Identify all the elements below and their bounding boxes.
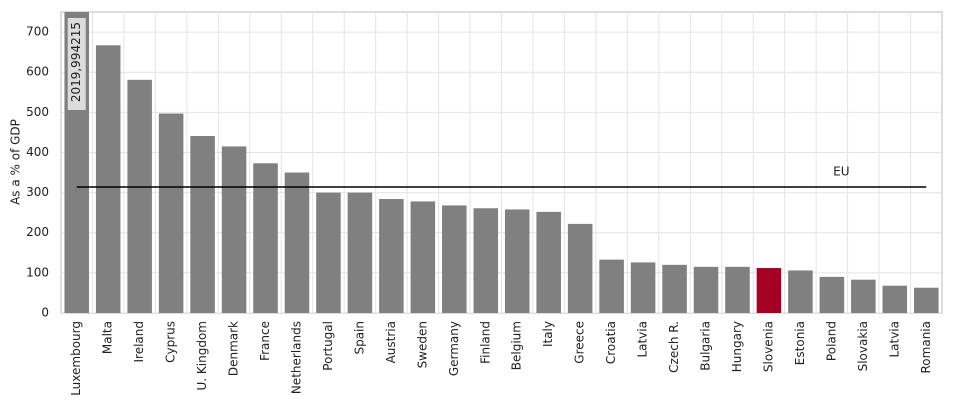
x-tick-label: Estonia xyxy=(793,321,807,365)
x-tick-label: Latvia xyxy=(887,321,901,358)
x-tick-label: Denmark xyxy=(227,321,241,376)
bar xyxy=(442,205,467,313)
plot-area xyxy=(61,12,942,313)
x-tick-label: Netherlands xyxy=(289,321,303,394)
x-tick-label: Czech R. xyxy=(667,321,681,373)
bar xyxy=(567,223,593,313)
y-axis-label: As a % of GDP xyxy=(9,119,23,205)
reference-line-label: EU xyxy=(833,164,849,178)
bar xyxy=(756,268,782,313)
value-label: 2019,994215 xyxy=(69,22,83,102)
bar xyxy=(253,163,278,313)
x-tick-label: Portugal xyxy=(321,321,335,371)
bar xyxy=(379,199,404,313)
bar xyxy=(504,209,530,313)
x-tick-label: Luxembourg xyxy=(69,321,83,396)
bar xyxy=(410,201,436,313)
bar xyxy=(190,136,215,313)
x-tick-label: Finland xyxy=(478,321,492,364)
bar xyxy=(662,264,687,313)
bar xyxy=(284,172,310,313)
bar xyxy=(819,276,845,313)
x-tick-label: Malta xyxy=(101,321,115,354)
bar xyxy=(316,192,341,313)
x-tick-label: Slovakia xyxy=(856,321,870,371)
x-tick-label: Germany xyxy=(447,321,461,376)
x-tick-label: Croatia xyxy=(604,321,618,364)
y-tick-label: 400 xyxy=(26,145,49,159)
bar xyxy=(725,266,750,313)
y-tick-label: 200 xyxy=(26,225,49,239)
bar xyxy=(599,259,624,313)
x-tick-label: Poland xyxy=(824,321,838,361)
y-tick-label: 0 xyxy=(41,306,49,320)
x-tick-label: France xyxy=(258,321,272,361)
x-tick-label: U. Kingdom xyxy=(195,321,209,391)
bar xyxy=(347,192,373,313)
bar xyxy=(473,208,499,313)
y-tick-label: 500 xyxy=(26,105,49,119)
x-tick-label: Austria xyxy=(384,321,398,363)
bar xyxy=(788,270,813,313)
bar xyxy=(95,45,121,313)
x-tick-label: Italy xyxy=(541,321,555,347)
x-tick-label: Romania xyxy=(919,321,933,373)
bar xyxy=(127,79,152,313)
x-tick-label: Belgium xyxy=(510,321,524,370)
y-tick-label: 700 xyxy=(26,25,49,39)
x-tick-label: Bulgaria xyxy=(699,321,713,371)
x-tick-label: Ireland xyxy=(132,321,146,363)
x-tick-label: Hungary xyxy=(730,321,744,372)
x-tick-label: Latvia xyxy=(636,321,650,358)
y-tick-label: 600 xyxy=(26,65,49,79)
bar xyxy=(913,287,939,313)
bar xyxy=(630,262,656,313)
x-tick-label: Cyprus xyxy=(164,321,178,363)
x-tick-label: Greece xyxy=(573,321,587,364)
bar xyxy=(536,211,561,313)
x-tick-label: Sweden xyxy=(415,321,429,368)
bar xyxy=(693,266,719,313)
y-tick-label: 300 xyxy=(26,185,49,199)
bar xyxy=(158,113,184,313)
bar xyxy=(851,279,876,313)
x-tick-label: Spain xyxy=(352,321,366,355)
bar xyxy=(221,146,247,313)
bar xyxy=(882,285,908,313)
x-tick-label: Slovenia xyxy=(761,321,775,372)
y-tick-label: 100 xyxy=(26,265,49,279)
value-label-box xyxy=(67,18,86,110)
